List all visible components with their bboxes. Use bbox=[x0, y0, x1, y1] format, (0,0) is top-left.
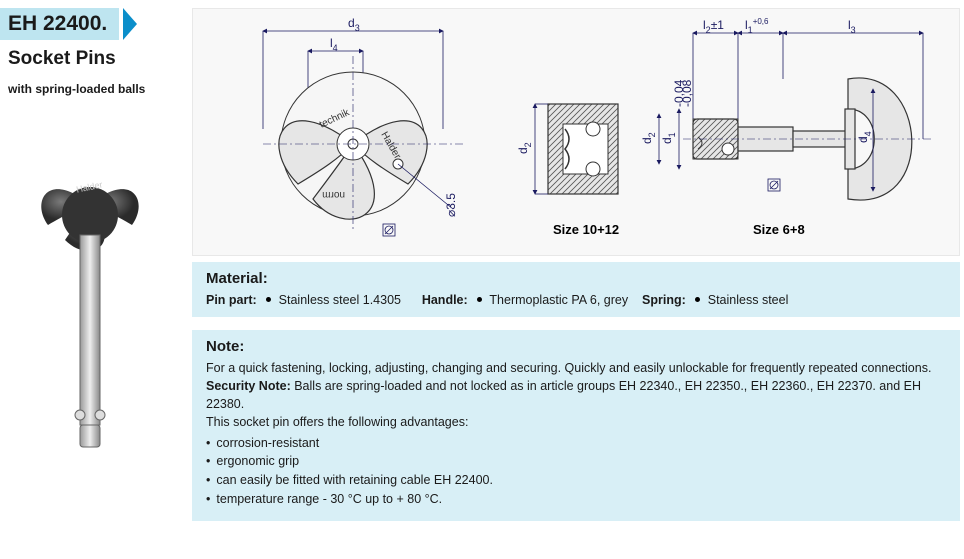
list-item: temperature range - 30 °C up to + 80 °C. bbox=[206, 490, 946, 509]
svg-text:l1+0,6: l1+0,6 bbox=[745, 17, 769, 35]
svg-text:d1: d1 bbox=[660, 132, 677, 144]
material-heading: Material: bbox=[206, 270, 946, 287]
handle-label: Handle: bbox=[422, 293, 468, 307]
svg-text:d2: d2 bbox=[640, 132, 657, 144]
spring-label: Spring: bbox=[642, 293, 686, 307]
header-tag: EH 22400. bbox=[0, 8, 137, 40]
svg-text:l4: l4 bbox=[330, 36, 338, 53]
product-image: Halder bbox=[30, 160, 150, 480]
pin-value: Stainless steel 1.4305 bbox=[279, 293, 401, 307]
size-label-a: Size 10+12 bbox=[553, 222, 619, 237]
svg-text:d2: d2 bbox=[516, 142, 533, 154]
list-item: can easily be fitted with retaining cabl… bbox=[206, 471, 946, 490]
list-item: ergonomic grip bbox=[206, 452, 946, 471]
svg-text:norm: norm bbox=[322, 189, 345, 200]
pin-label: Pin part: bbox=[206, 293, 257, 307]
product-code: EH 22400. bbox=[0, 8, 119, 40]
handle-value: Thermoplastic PA 6, grey bbox=[489, 293, 628, 307]
material-panel: Material: Pin part: Stainless steel 1.43… bbox=[192, 262, 960, 317]
size-label-b: Size 6+8 bbox=[753, 222, 805, 237]
note-p1: For a quick fastening, locking, adjustin… bbox=[206, 359, 946, 377]
spring-value: Stainless steel bbox=[708, 293, 789, 307]
page-title: Socket Pins bbox=[8, 48, 116, 70]
note-heading: Note: bbox=[206, 338, 946, 355]
note-panel: Note: For a quick fastening, locking, ad… bbox=[192, 330, 960, 521]
svg-text:l3: l3 bbox=[848, 18, 856, 35]
svg-text:l2±1: l2±1 bbox=[703, 18, 724, 35]
bullet-icon bbox=[477, 297, 482, 302]
material-line: Pin part: Stainless steel 1.4305 Handle:… bbox=[206, 293, 946, 307]
advantages-list: corrosion-resistant ergonomic grip can e… bbox=[206, 434, 946, 509]
tag-arrow-icon bbox=[123, 8, 137, 40]
bullet-icon bbox=[695, 297, 700, 302]
page-subtitle: with spring-loaded balls bbox=[8, 82, 145, 98]
svg-text:-0,08: -0,08 bbox=[680, 79, 694, 107]
svg-text:⌀3.5: ⌀3.5 bbox=[444, 193, 458, 217]
note-security: Security Note: Balls are spring-loaded a… bbox=[206, 377, 946, 413]
bullet-icon bbox=[266, 297, 271, 302]
list-item: corrosion-resistant bbox=[206, 434, 946, 453]
note-p3: This socket pin offers the following adv… bbox=[206, 413, 946, 431]
svg-text:d4: d4 bbox=[856, 131, 873, 143]
svg-text:d3: d3 bbox=[348, 16, 360, 33]
drawings-panel: d3 l4 technik Halder norm bbox=[192, 8, 960, 256]
